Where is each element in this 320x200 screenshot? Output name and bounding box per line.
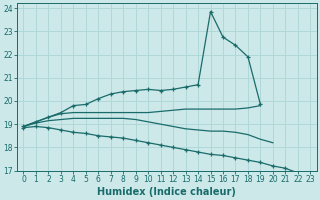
X-axis label: Humidex (Indice chaleur): Humidex (Indice chaleur) [98, 187, 236, 197]
